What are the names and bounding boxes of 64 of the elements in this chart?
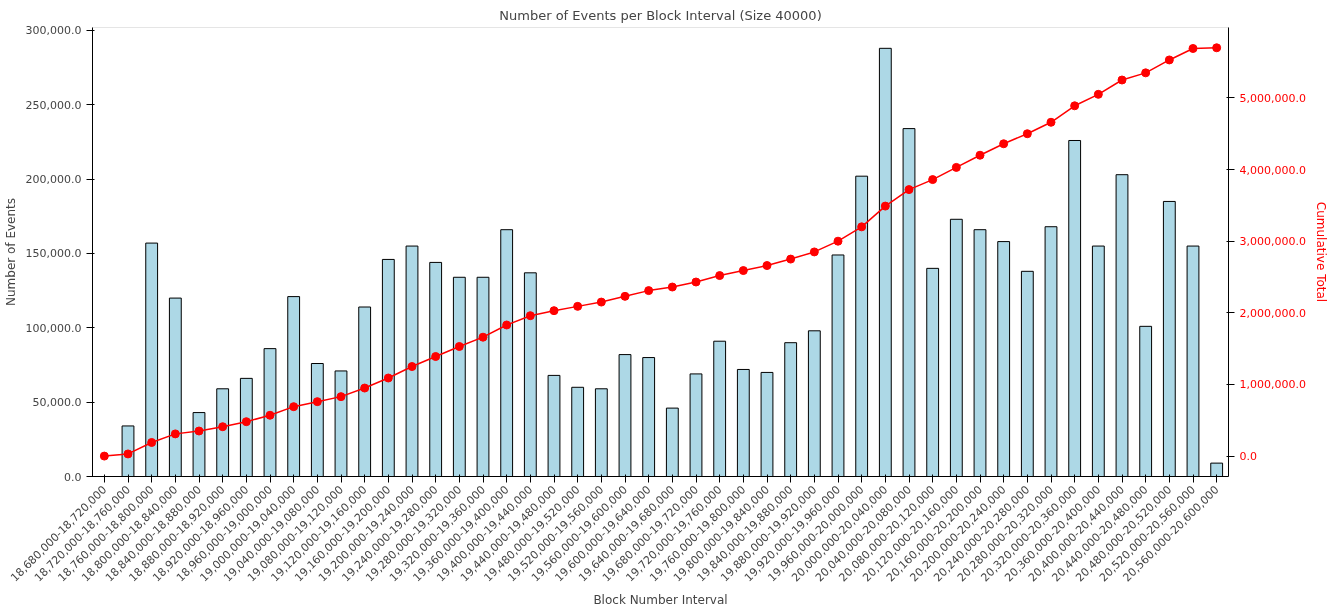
x-axis-title: Block Number Interval [593, 593, 728, 608]
point [147, 437, 157, 447]
point [667, 282, 677, 292]
y-tick-label: 150,000.0 [25, 247, 82, 261]
point [525, 311, 535, 321]
point [383, 373, 393, 383]
point [170, 429, 180, 439]
point [1212, 43, 1222, 53]
y-tick-label: 100,000.0 [25, 321, 82, 335]
point [289, 402, 299, 412]
y-axis-title: Number of Events [3, 197, 18, 307]
y2-axis-title: Cumulative Total [1313, 201, 1328, 303]
point [880, 201, 890, 211]
point [99, 451, 109, 461]
point [431, 352, 441, 362]
point [1070, 101, 1080, 111]
chart-title: Number of Events per Block Interval (Size 40000) [499, 7, 822, 23]
point [549, 306, 559, 316]
point [407, 362, 417, 372]
y2-tick-label: 5,000,000.0 [1239, 91, 1306, 105]
point [241, 417, 251, 427]
point [786, 254, 796, 264]
y2-tick-label: 0.0 [1239, 450, 1257, 464]
point [951, 162, 961, 172]
point [857, 222, 867, 232]
point [194, 426, 204, 436]
point [596, 297, 606, 307]
y-tick-label: 0.0 [64, 470, 82, 484]
point [312, 397, 322, 407]
y2-tick-label: 2,000,000.0 [1239, 306, 1306, 320]
y-tick-label: 250,000.0 [25, 98, 82, 112]
point [762, 261, 772, 271]
y-tick-label: 300,000.0 [25, 24, 82, 38]
point [715, 271, 725, 281]
y2-tick-label: 3,000,000.0 [1239, 235, 1306, 249]
point [691, 277, 701, 287]
point [1141, 68, 1151, 78]
point [1046, 117, 1056, 127]
point [573, 301, 583, 311]
point [928, 175, 938, 185]
point [644, 286, 654, 296]
point [1022, 129, 1032, 139]
point [265, 410, 275, 420]
y-tick-label: 50,000.0 [32, 396, 82, 410]
point [336, 392, 346, 402]
point [1093, 89, 1103, 99]
point [454, 341, 464, 351]
y2-tick-label: 4,000,000.0 [1239, 163, 1306, 177]
y-tick-label: 200,000.0 [25, 173, 82, 187]
point [975, 150, 985, 160]
point [478, 332, 488, 342]
point [218, 422, 228, 432]
point [1164, 55, 1174, 65]
point [502, 320, 512, 330]
point [809, 247, 819, 257]
point [1117, 75, 1127, 85]
point [833, 236, 843, 246]
point [738, 266, 748, 276]
point [999, 139, 1009, 149]
y2-tick-label: 1,000,000.0 [1239, 378, 1306, 392]
point [620, 291, 630, 301]
point [1188, 44, 1198, 53]
point [904, 185, 914, 195]
point [360, 383, 370, 393]
